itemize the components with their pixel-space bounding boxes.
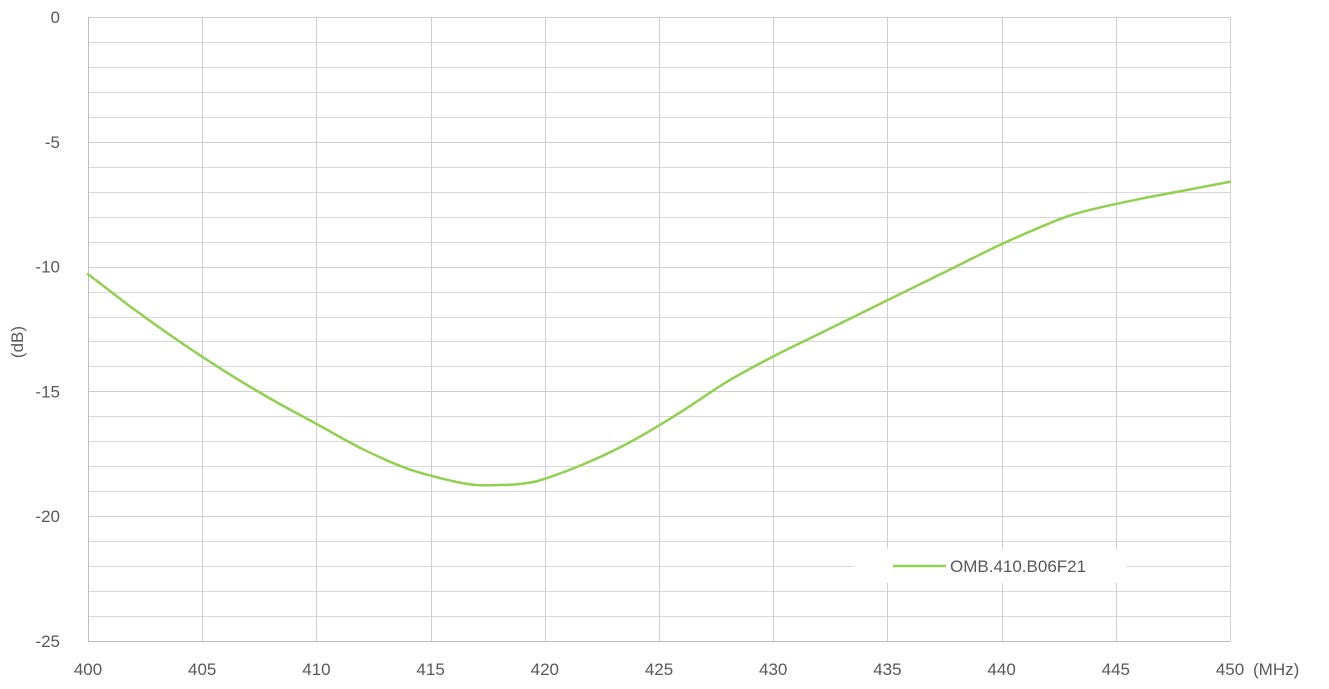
series-group — [86, 180, 1232, 487]
x-tick-label: 430 — [759, 660, 787, 679]
y-tick-label: -15 — [35, 382, 60, 401]
x-axis-ticks: 400 405 410 415 420 425 430 435 440 445 450 — [74, 660, 1244, 679]
x-tick-label: 425 — [645, 660, 673, 679]
legend: OMB.410.B06F21 — [854, 549, 1126, 583]
x-tick-label: 415 — [416, 660, 444, 679]
x-axis-label: (MHz) — [1253, 660, 1299, 679]
x-tick-label: 405 — [188, 660, 216, 679]
y-tick-label: -5 — [45, 133, 60, 152]
x-tick-label: 435 — [873, 660, 901, 679]
grid — [88, 17, 1231, 642]
y-tick-label: -25 — [35, 632, 60, 651]
x-tick-label: 445 — [1102, 660, 1130, 679]
x-tick-label: 450 — [1216, 660, 1244, 679]
series-line — [86, 180, 1232, 487]
x-tick-label: 440 — [987, 660, 1015, 679]
y-axis-label: (dB) — [8, 326, 27, 358]
y-tick-label: -10 — [35, 258, 60, 277]
y-tick-label: -20 — [35, 507, 60, 526]
y-axis-ticks: 0 -5 -10 -15 -20 -25 — [35, 8, 60, 651]
x-tick-label: 410 — [302, 660, 330, 679]
legend-entry: OMB.410.B06F21 — [950, 557, 1086, 576]
x-tick-label: 420 — [531, 660, 559, 679]
y-tick-label: 0 — [51, 8, 60, 27]
x-tick-label: 400 — [74, 660, 102, 679]
